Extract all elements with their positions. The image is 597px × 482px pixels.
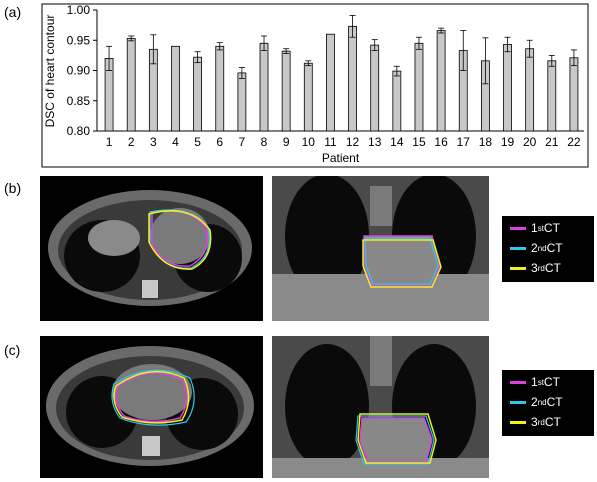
spine <box>142 280 158 298</box>
contour-1st <box>359 417 433 463</box>
liver <box>272 458 489 478</box>
bar-patient-22 <box>569 57 579 132</box>
contour-3rd <box>357 413 437 464</box>
lung-right <box>285 344 369 468</box>
bar-patient-2 <box>126 38 136 132</box>
x-tick-label: 7 <box>239 135 246 149</box>
x-tick-label: 20 <box>523 135 537 149</box>
contour-2nd <box>355 415 435 465</box>
ct-axial-b-svg <box>48 190 252 306</box>
y-tick-label: 0.85 <box>67 94 91 108</box>
panel-label-c: (c) <box>4 342 21 358</box>
bar-patient-5 <box>193 56 203 132</box>
bar-patient-11 <box>326 33 335 132</box>
x-tick-label: 8 <box>261 135 268 149</box>
x-tick-label: 6 <box>216 135 223 149</box>
x-tick-label: 15 <box>412 135 426 149</box>
mediastinum <box>370 336 392 386</box>
spine <box>142 436 160 456</box>
bar-patient-20 <box>525 48 535 132</box>
panel-label-a: (a) <box>4 4 22 20</box>
x-tick-label: 5 <box>194 135 201 149</box>
bar-patient-12 <box>348 25 357 132</box>
x-tick-label: 12 <box>346 135 360 149</box>
x-tick-label: 21 <box>545 135 559 149</box>
x-tick-label: 22 <box>567 135 581 149</box>
bar-patient-10 <box>303 62 313 132</box>
y-tick-label: 0.95 <box>67 33 91 47</box>
x-tick-label: 19 <box>501 135 515 149</box>
legend-b-swatch-2 <box>510 246 526 250</box>
dsc-bar-chart: 0.80 0.85 0.90 0.95 1.00 DSC of heart contour… <box>41 3 589 168</box>
ct-coronal-image-c <box>272 336 489 478</box>
bar-patient-9 <box>281 50 291 132</box>
bar-patient-4 <box>171 45 180 132</box>
x-tick-label: 9 <box>283 135 290 149</box>
x-tick-label: 16 <box>434 135 448 149</box>
bar-patient-7 <box>237 72 247 132</box>
bar-patient-8 <box>259 42 269 132</box>
legend-b-swatch-3 <box>510 266 526 270</box>
legend-c-swatch-2 <box>510 400 526 404</box>
ct-axial-image-c <box>40 336 263 478</box>
ct-axial-c-svg <box>46 346 254 466</box>
bar-patient-16 <box>436 30 446 132</box>
y-axis-title: DSC of heart contour <box>43 15 57 128</box>
x-tick-label: 18 <box>479 135 493 149</box>
y-tick-label: 1.00 <box>67 3 91 17</box>
x-tick-label: 1 <box>106 135 113 149</box>
x-tick-label: 10 <box>302 135 316 149</box>
legend-c-swatch-1 <box>510 380 526 384</box>
x-tick-label: 13 <box>368 135 382 149</box>
y-tick-label: 0.80 <box>67 124 91 138</box>
liver <box>88 220 140 256</box>
x-tick-label: 17 <box>457 135 471 149</box>
ct-coronal-image-b <box>272 176 489 321</box>
contour-2nd <box>364 237 439 285</box>
x-tick-label: 14 <box>390 135 404 149</box>
x-tick-label: 4 <box>172 135 179 149</box>
legend-c-swatch-3 <box>510 420 526 424</box>
panel-label-b: (b) <box>4 180 22 196</box>
bar-patient-19 <box>503 44 512 132</box>
legend-b-swatch-1 <box>510 226 526 230</box>
chart-frame <box>41 3 589 168</box>
ct-coronal-b-svg <box>272 176 489 321</box>
bar-patient-6 <box>215 45 225 132</box>
contour-3rd <box>113 370 190 424</box>
bar-patient-15 <box>414 42 424 132</box>
heart <box>150 208 210 264</box>
bar-patient-21 <box>547 60 557 132</box>
ct-coronal-c-svg <box>272 336 489 478</box>
y-tick-label: 0.90 <box>67 64 91 78</box>
contour-2nd <box>111 369 195 426</box>
x-tick-label: 2 <box>128 135 135 149</box>
bar-patient-14 <box>392 70 402 132</box>
lung-right <box>285 176 369 298</box>
x-axis-title: Patient <box>322 151 360 165</box>
x-tick-label: 11 <box>324 135 337 149</box>
contour-3rd <box>362 239 442 288</box>
contour-3rd <box>148 210 212 270</box>
contour-1st <box>363 235 441 287</box>
x-tick-label: 3 <box>150 135 157 149</box>
contour-1st <box>115 372 188 423</box>
bar-patient-13 <box>370 44 380 132</box>
mediastinum <box>370 186 392 226</box>
ct-axial-image-b <box>40 176 263 321</box>
